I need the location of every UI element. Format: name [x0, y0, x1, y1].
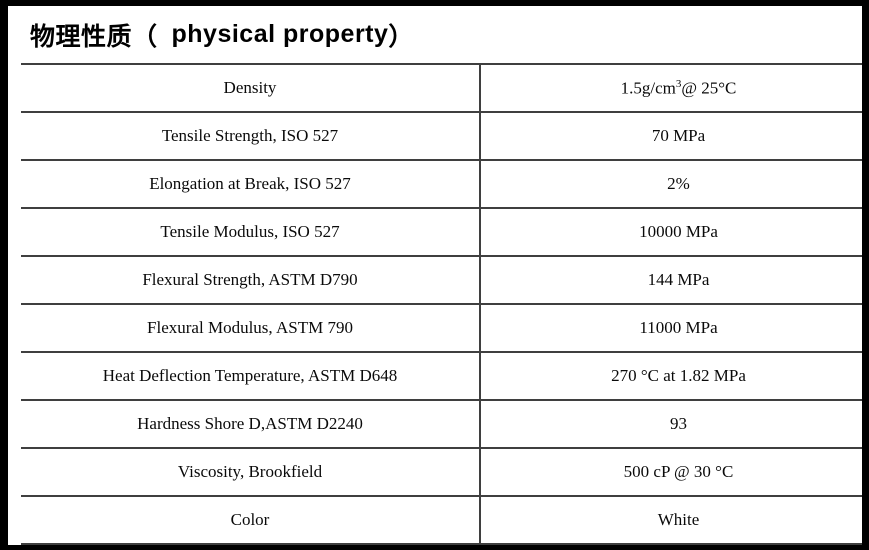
table-row: Flexural Strength, ASTM D790 144 MPa	[21, 256, 862, 305]
table-row: Elongation at Break, ISO 527 2%	[21, 160, 862, 209]
property-name-cell: Flexural Modulus, ASTM 790	[21, 304, 481, 353]
property-name-cell: Flexural Strength, ASTM D790	[21, 256, 481, 305]
table-row: Tensile Modulus, ISO 527 10000 MPa	[21, 208, 862, 257]
property-value-cell: 93	[480, 400, 862, 449]
property-table-body: Density 1.5g/cm3@ 25°C Tensile Strength, I…	[21, 64, 862, 545]
table-row: Density 1.5g/cm3@ 25°C	[21, 64, 862, 113]
title-chinese: 物理性质（	[30, 22, 158, 51]
table-row: Heat Deflection Temperature, ASTM D648 27…	[21, 352, 862, 401]
table-row: Color White	[21, 496, 862, 545]
title-english: physical property	[171, 20, 389, 48]
table-row: Flexural Modulus, ASTM 790 11000 MPa	[21, 304, 862, 353]
property-name-cell: Hardness Shore D,ASTM D2240	[21, 400, 481, 449]
property-value-cell: 144 MPa	[480, 256, 862, 305]
property-value-cell: 270 °C at 1.82 MPa	[480, 352, 862, 401]
property-name-cell: Color	[21, 496, 481, 545]
property-value-cell: 11000 MPa	[480, 304, 862, 353]
table-row: Viscosity, Brookfield 500 cP @ 30 °C	[21, 448, 862, 497]
property-name-cell: Heat Deflection Temperature, ASTM D648	[21, 352, 481, 401]
property-name-cell: Tensile Modulus, ISO 527	[21, 208, 481, 257]
property-value-cell: 1.5g/cm3@ 25°C	[480, 64, 862, 113]
physical-property-table: Density 1.5g/cm3@ 25°C Tensile Strength, I…	[21, 63, 862, 545]
property-name-cell: Elongation at Break, ISO 527	[21, 160, 481, 209]
property-value-cell: 70 MPa	[480, 112, 862, 161]
table-row: Tensile Strength, ISO 527 70 MPa	[21, 112, 862, 161]
property-value-cell: 2%	[480, 160, 862, 209]
page-title: 物理性质（ physical property ）	[8, 6, 862, 63]
title-close-paren: ）	[388, 22, 414, 51]
property-name-cell: Tensile Strength, ISO 527	[21, 112, 481, 161]
property-value-cell: 10000 MPa	[480, 208, 862, 257]
property-name-cell: Viscosity, Brookfield	[21, 448, 481, 497]
superscript-3: 3	[675, 77, 682, 90]
property-value-cell: 500 cP @ 30 °C	[480, 448, 862, 497]
table-row: Hardness Shore D,ASTM D2240 93	[21, 400, 862, 449]
property-name-cell: Density	[21, 64, 481, 113]
property-value-cell: White	[480, 496, 862, 545]
